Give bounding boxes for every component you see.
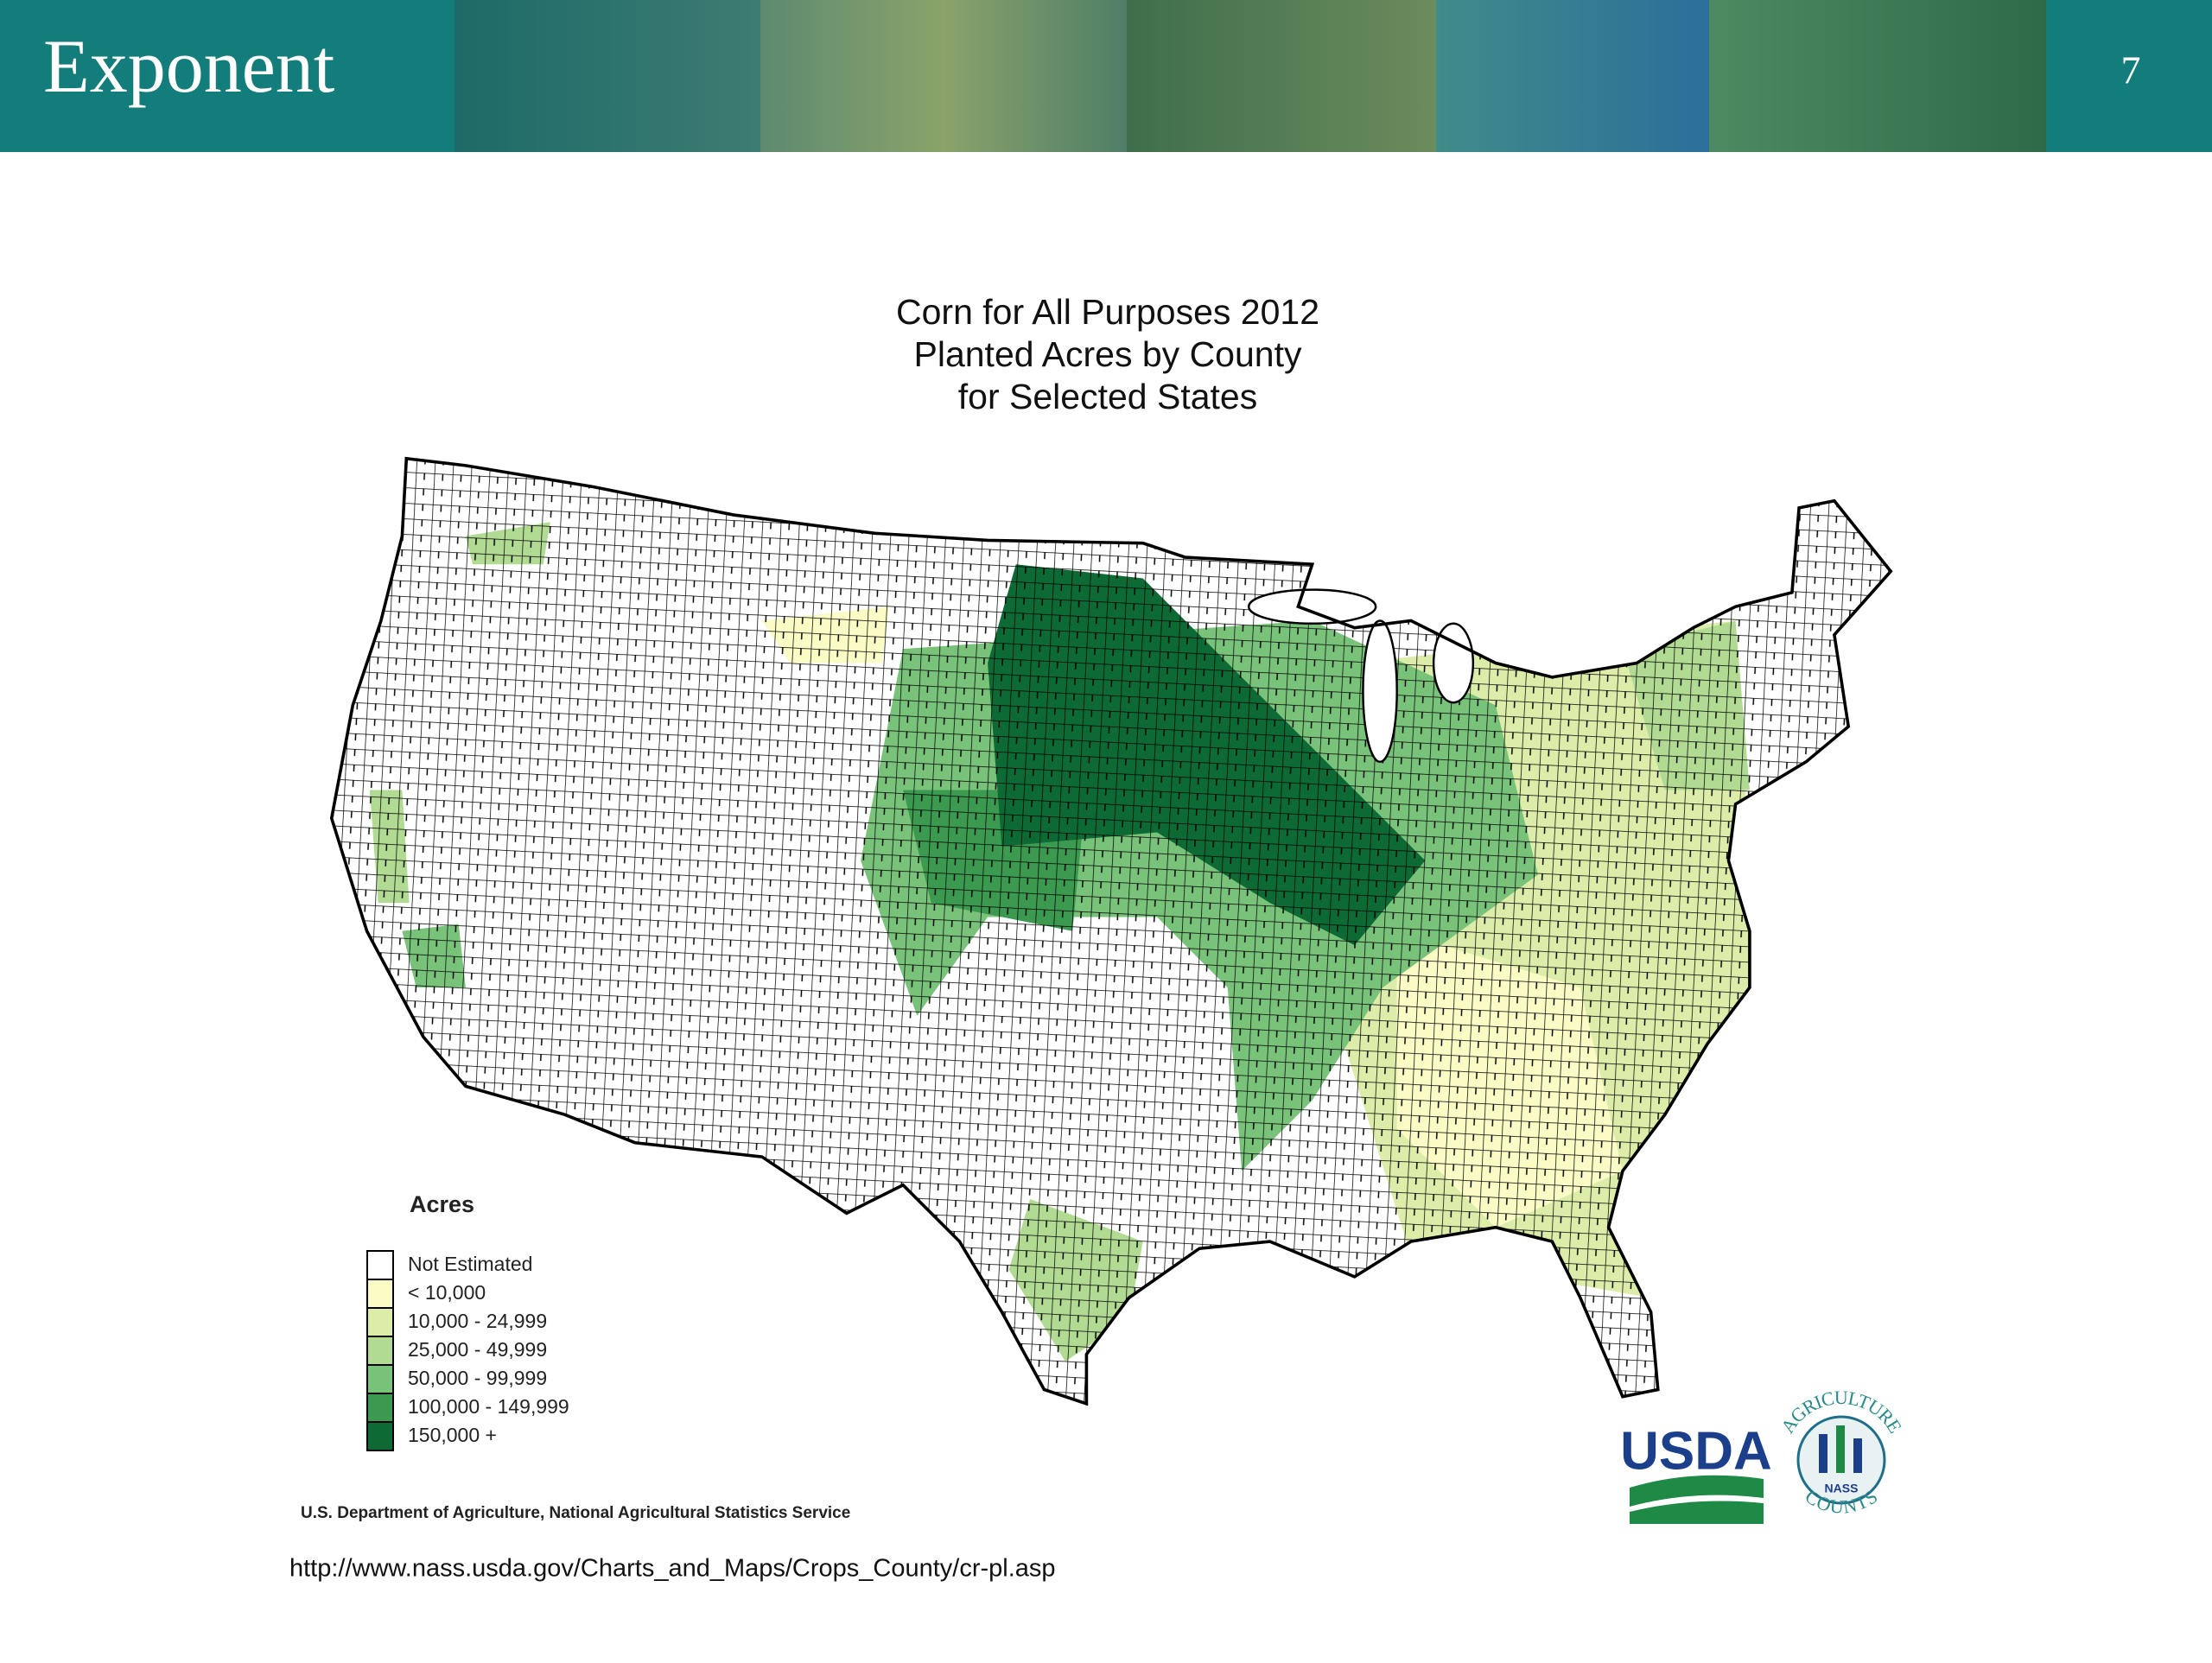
header-photo	[454, 0, 760, 152]
us-outline	[329, 456, 1893, 1406]
legend-label: 50,000 - 99,999	[408, 1367, 547, 1389]
legend-label: 100,000 - 149,999	[408, 1395, 569, 1418]
legend-swatch	[366, 1250, 394, 1280]
legend-label: < 10,000	[408, 1281, 486, 1304]
legend: Not Estimated < 10,000 10,000 - 24,999 25,0…	[366, 1250, 569, 1451]
lake	[1362, 619, 1398, 764]
logo-graphic	[1853, 1438, 1862, 1473]
legend-label: 25,000 - 49,999	[408, 1338, 547, 1361]
header-photo	[1127, 0, 1436, 152]
legend-swatch	[366, 1421, 394, 1451]
legend-title: Acres	[410, 1191, 474, 1217]
logo-stripe	[1630, 1475, 1764, 1507]
usda-text: USDA	[1620, 1421, 1772, 1481]
badge-text: NASS	[1825, 1482, 1859, 1495]
title-line: for Selected States	[958, 377, 1257, 416]
header-photo	[1709, 0, 2046, 152]
url: http://www.nass.usda.gov/Charts_and_Maps…	[289, 1555, 1056, 1583]
legend-swatch	[366, 1393, 394, 1423]
source-note: U.S. Department of Agriculture, National…	[301, 1504, 850, 1522]
legend-swatch	[366, 1279, 394, 1309]
lake	[1247, 588, 1377, 625]
legend-label: 10,000 - 24,999	[408, 1310, 547, 1332]
usda-logo: USDA NASS AGRICULTURE COUNTS	[1620, 1387, 1906, 1524]
header-photo	[1436, 0, 1709, 152]
header-photo	[760, 0, 1127, 152]
logo-stripe	[1630, 1501, 1764, 1524]
title-line: Planted Acres by County	[914, 334, 1302, 374]
logo-graphic	[1836, 1425, 1845, 1473]
legend-swatch	[366, 1336, 394, 1366]
page-number: 7	[2121, 48, 2141, 92]
legend-label: 150,000 +	[408, 1424, 497, 1446]
legend-label: Not Estimated	[408, 1253, 532, 1275]
title-line: Corn for All Purposes 2012	[896, 292, 1319, 332]
logo-graphic	[1819, 1434, 1827, 1473]
lake	[1432, 622, 1475, 704]
legend-swatch	[366, 1307, 394, 1337]
legend-swatch	[366, 1364, 394, 1394]
logo: Exponent	[43, 25, 334, 109]
map-title: Corn for All Purposes 2012 Planted Acres…	[896, 292, 1319, 416]
